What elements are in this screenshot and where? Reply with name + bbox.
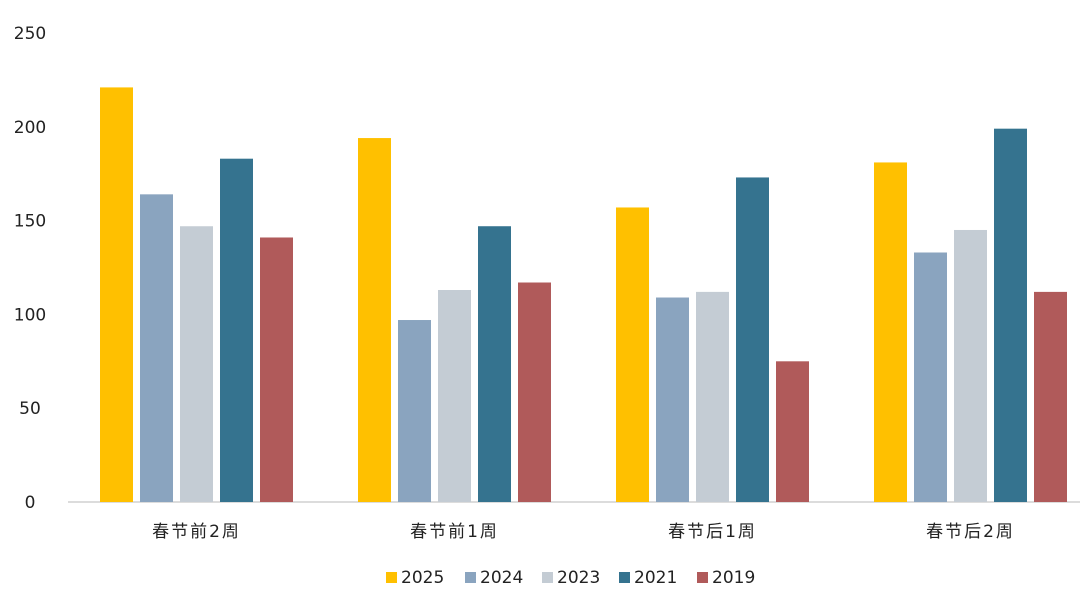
bar-2021-1 <box>478 226 511 502</box>
legend-item-2023: 2023 <box>542 568 600 588</box>
bar-2025-0 <box>100 87 133 503</box>
legend-item-2024: 2024 <box>465 568 523 588</box>
bar-2024-2 <box>656 297 689 502</box>
y-tick-label: 250 <box>14 24 46 44</box>
y-tick-label: 0 <box>25 493 36 513</box>
x-category-label: 春节前1周 <box>410 522 499 542</box>
legend-swatch <box>619 572 630 583</box>
y-tick-label: 150 <box>14 212 46 232</box>
legend-swatch <box>465 572 476 583</box>
bar-2023-0 <box>180 226 213 502</box>
x-category-label: 春节后1周 <box>668 522 757 542</box>
bar-2024-3 <box>914 252 947 502</box>
legend-label: 2025 <box>401 568 444 588</box>
bar-2023-1 <box>438 290 471 502</box>
y-axis: 0 50 100 150 200 250 <box>14 24 46 513</box>
bar-2019-1 <box>518 282 551 502</box>
bar-2024-1 <box>398 320 431 502</box>
legend-item-2025: 2025 <box>386 568 444 588</box>
bar-2019-2 <box>776 361 809 502</box>
legend-swatch <box>386 572 397 583</box>
x-category-label: 春节后2周 <box>926 522 1015 542</box>
bar-2025-2 <box>616 207 649 502</box>
legend-swatch <box>542 572 553 583</box>
bar-2021-2 <box>736 177 769 502</box>
bar-2025-3 <box>874 162 907 502</box>
x-axis: 春节前2周 春节前1周 春节后1周 春节后2周 <box>152 522 1015 542</box>
bar-2021-0 <box>220 158 253 502</box>
legend-label: 2024 <box>480 568 523 588</box>
bars-group <box>100 87 1067 503</box>
bar-2023-3 <box>954 229 987 503</box>
y-tick-label: 100 <box>14 305 46 325</box>
y-tick-label: 200 <box>14 118 46 138</box>
bar-2024-0 <box>140 194 173 502</box>
bar-2019-3 <box>1034 291 1067 502</box>
legend-item-2019: 2019 <box>697 568 755 588</box>
y-tick-label: 50 <box>19 399 41 419</box>
bar-2025-1 <box>358 138 391 502</box>
legend-swatch <box>697 572 708 583</box>
legend-item-2021: 2021 <box>619 568 677 588</box>
legend-label: 2023 <box>557 568 600 588</box>
bar-2021-3 <box>994 128 1027 502</box>
legend: 2025 2024 2023 2021 2019 <box>386 568 755 588</box>
x-category-label: 春节前2周 <box>152 522 241 542</box>
bar-2019-0 <box>260 237 293 502</box>
legend-label: 2019 <box>712 568 755 588</box>
bar-2023-2 <box>696 291 729 502</box>
legend-label: 2021 <box>634 568 677 588</box>
